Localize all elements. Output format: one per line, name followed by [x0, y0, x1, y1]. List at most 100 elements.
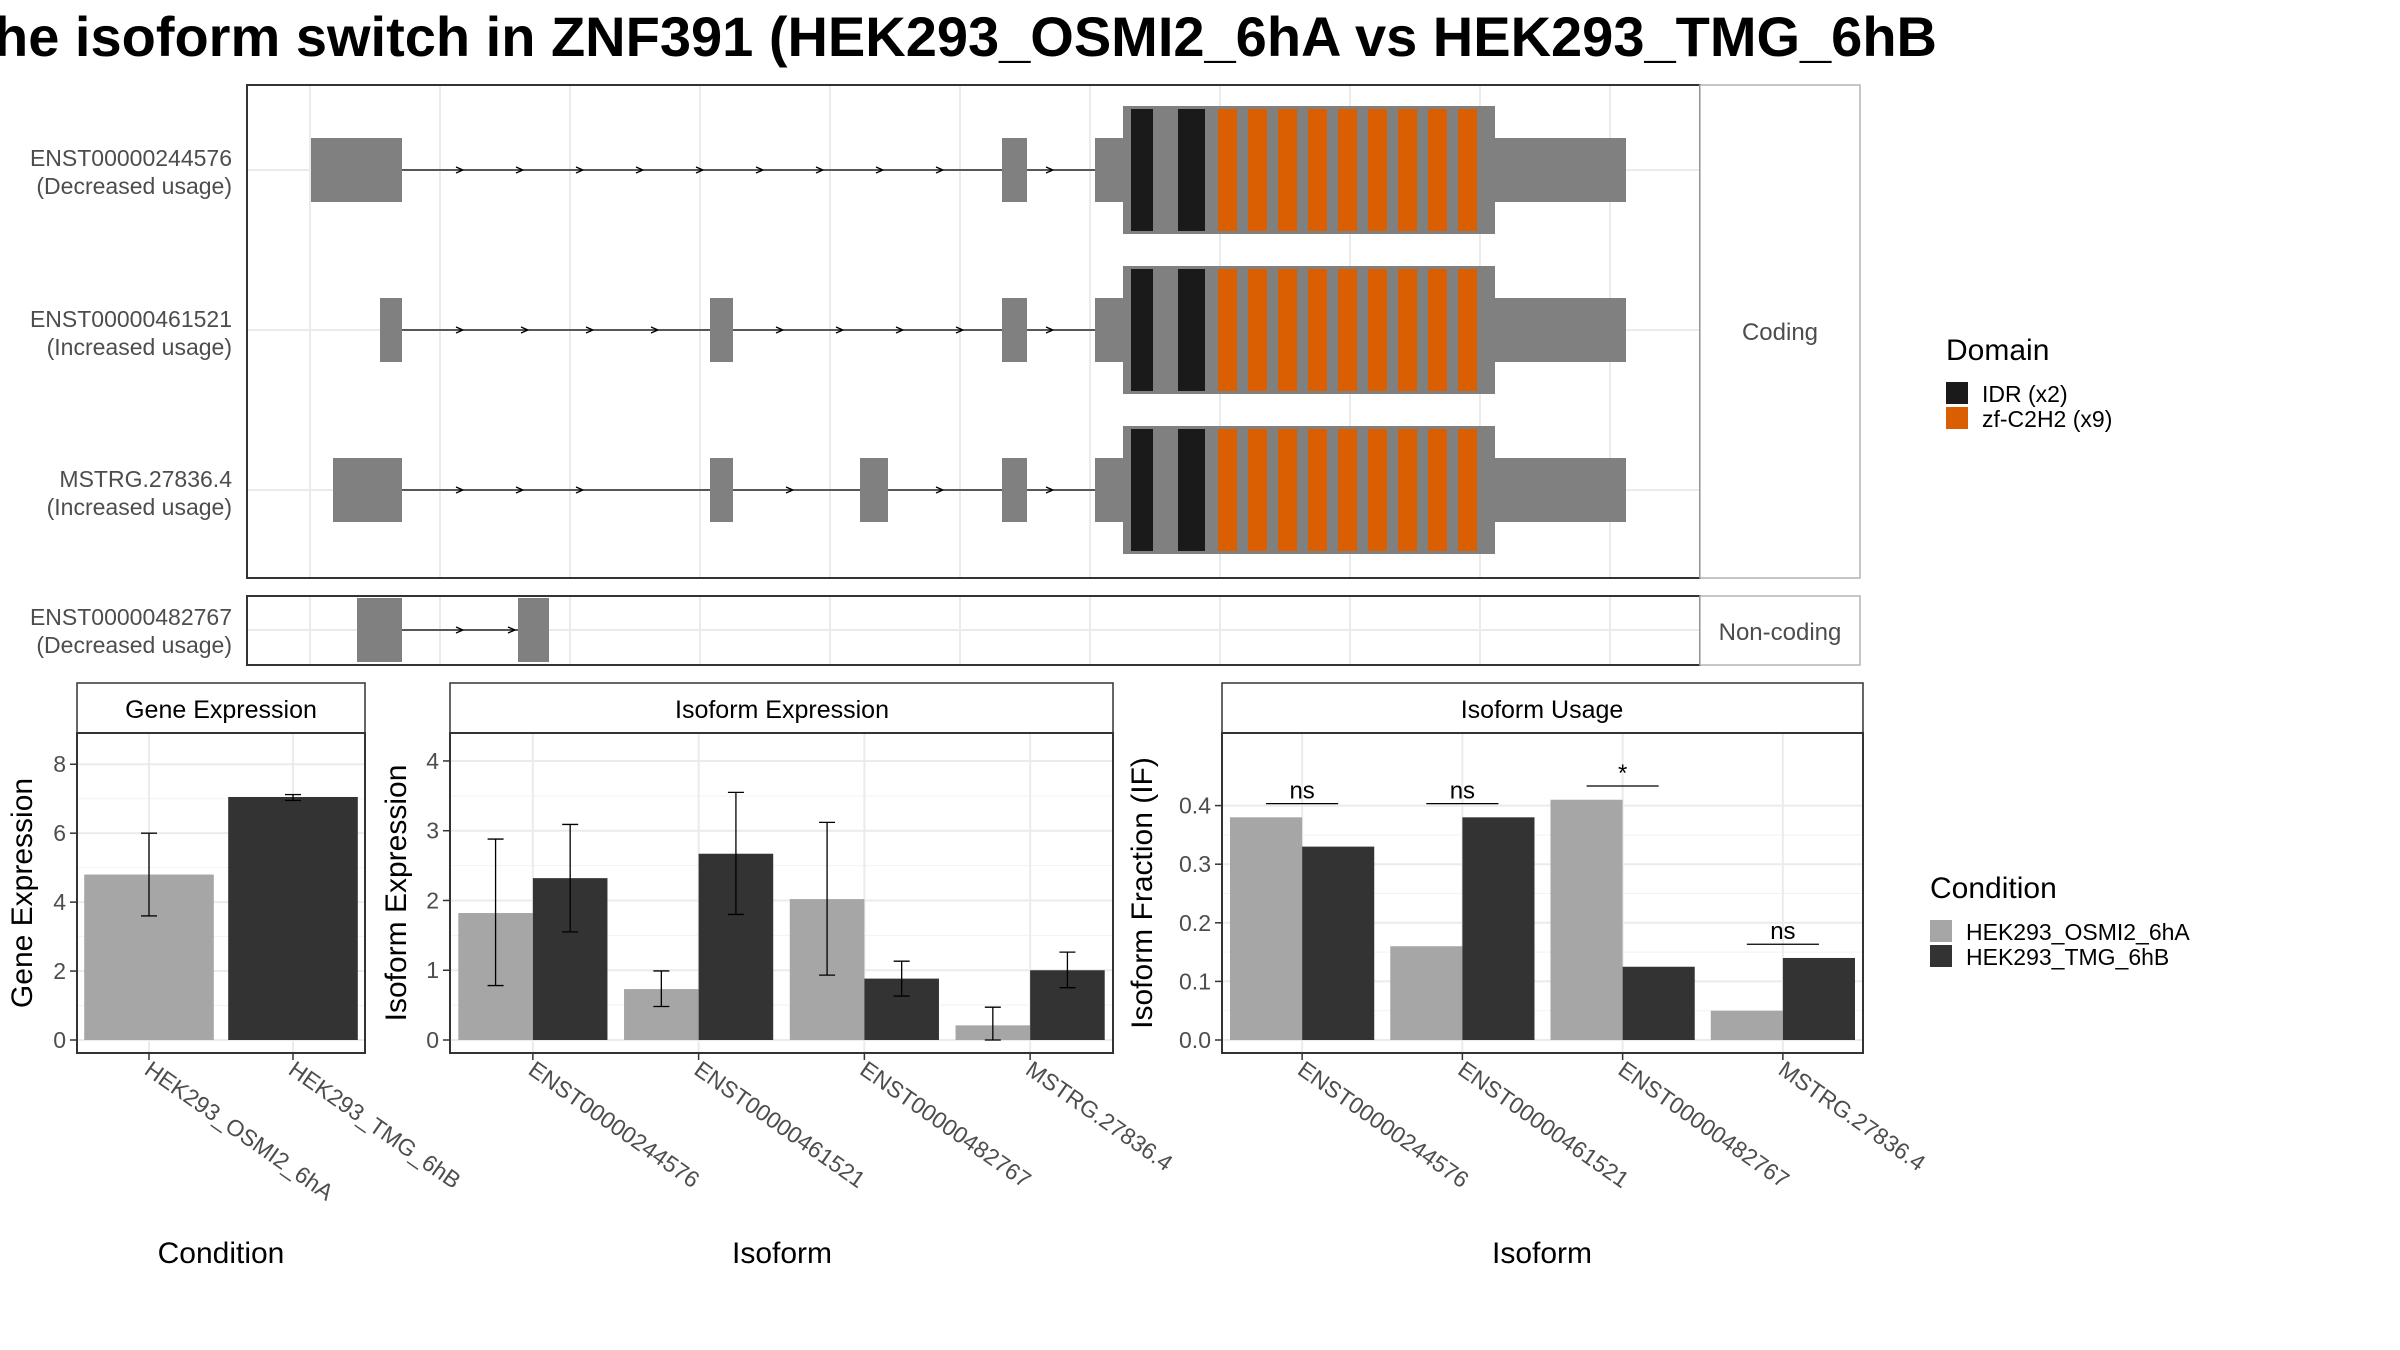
- x-tick-label: ENST00000244576: [524, 1056, 704, 1193]
- chart-title: Gene Expression: [125, 696, 317, 724]
- idr-domain: [1178, 269, 1205, 391]
- strand-arrow: [895, 326, 905, 334]
- bar: [1550, 799, 1623, 1040]
- bar: [1782, 957, 1855, 1040]
- isoform-label-1: ENST00000244576 (Decreased usage): [30, 145, 232, 199]
- isoform-label-3: MSTRG.27836.4 (Increased usage): [47, 466, 233, 520]
- significance-label: ns: [1770, 918, 1795, 945]
- x-ticks: ENST00000244576ENST00000461521ENST000004…: [524, 1053, 1178, 1193]
- zf-c2h2-domain: [1398, 429, 1417, 551]
- utr-exon: [1002, 458, 1027, 522]
- utr-exon: [860, 458, 888, 522]
- y-tick-label: 0: [426, 1027, 439, 1053]
- transcript-row-4: [357, 598, 549, 662]
- coding-strip: [1699, 84, 1861, 579]
- zf-c2h2-domain: [1458, 109, 1477, 231]
- idr-domain: [1131, 109, 1153, 231]
- zf-legend-label: zf-C2H2 (x9): [1982, 406, 2112, 432]
- strand-arrow: [455, 326, 465, 334]
- plot-border: [76, 732, 366, 1054]
- domain-legend: Domain IDR (x2) zf-C2H2 (x9): [1946, 334, 2112, 432]
- cond-b-legend-key: [1930, 945, 1952, 967]
- cond-b-legend-label: HEK293_TMG_6hB: [1966, 944, 2169, 970]
- y-tick-label: 8: [53, 751, 66, 777]
- bar: [228, 796, 358, 1040]
- utr-exon: [333, 458, 402, 522]
- zf-c2h2-domain: [1218, 429, 1237, 551]
- strand-arrow: [585, 326, 595, 334]
- x-axis-title: Condition: [158, 1237, 285, 1270]
- y-axis-title: Gene Expression: [6, 778, 39, 1008]
- isoform-id-label: ENST00000244576: [30, 145, 232, 171]
- condition-legend: Condition HEK293_OSMI2_6hA HEK293_TMG_6h…: [1930, 872, 2190, 970]
- strand-arrow: [520, 326, 530, 334]
- strand-arrow: [455, 486, 465, 494]
- zf-c2h2-domain: [1398, 269, 1417, 391]
- strand-arrow: [785, 486, 795, 494]
- strand-arrow: [515, 166, 525, 174]
- zf-c2h2-domain: [1338, 429, 1357, 551]
- zf-c2h2-domain: [1308, 109, 1327, 231]
- strand-arrow: [695, 166, 705, 174]
- zf-c2h2-domain: [1398, 109, 1417, 231]
- strand-arrow: [775, 326, 785, 334]
- x-axis-title: Isoform: [1492, 1237, 1592, 1270]
- strand-arrow: [575, 166, 585, 174]
- strand-arrow: [635, 166, 645, 174]
- zf-c2h2-domain: [1308, 429, 1327, 551]
- plot-border: [1221, 732, 1864, 1054]
- zf-c2h2-domain: [1278, 109, 1297, 231]
- transcript-row-2: [380, 266, 1626, 394]
- zf-c2h2-domain: [1458, 269, 1477, 391]
- zf-c2h2-domain: [1218, 269, 1237, 391]
- significance-label: ns: [1289, 778, 1314, 805]
- strand-arrow: [875, 166, 885, 174]
- strand-arrow: [515, 486, 525, 494]
- chart-strip: [449, 682, 1114, 734]
- utr-exon: [1493, 458, 1626, 522]
- idr-domain: [1178, 429, 1205, 551]
- transcript-models: [311, 106, 1626, 662]
- transcript-row-3: [333, 426, 1626, 554]
- isoform-usage-label: (Decreased usage): [36, 632, 232, 658]
- bars: [1230, 799, 1855, 1040]
- x-tick-label: ENST00000482767: [1614, 1056, 1794, 1193]
- chart-title: Isoform Expression: [675, 696, 889, 724]
- x-tick-label: ENST00000244576: [1293, 1056, 1473, 1193]
- bar: [1390, 946, 1463, 1040]
- strand-arrow: [1045, 166, 1055, 174]
- utr-exon: [1493, 138, 1626, 202]
- zf-c2h2-domain: [1368, 269, 1387, 391]
- zf-c2h2-domain: [1308, 269, 1327, 391]
- bar: [1230, 817, 1303, 1040]
- zf-c2h2-domain: [1458, 429, 1477, 551]
- bar: [1622, 966, 1695, 1040]
- zf-c2h2-domain: [1278, 429, 1297, 551]
- noncoding-exon: [357, 598, 402, 662]
- noncoding-strip-label: Non-coding: [1719, 619, 1842, 646]
- transcript-structure-panel: Coding Non-coding ENST00000244576 (Decre…: [30, 84, 1861, 666]
- domain-legend-title: Domain: [1946, 334, 2049, 367]
- zf-c2h2-domain: [1248, 429, 1267, 551]
- strand-arrow: [935, 486, 945, 494]
- zf-c2h2-domain: [1368, 109, 1387, 231]
- figure-title: he isoform switch in ZNF391 (HEK293_OSMI…: [0, 5, 1937, 68]
- strand-arrow: [1045, 486, 1055, 494]
- noncoding-exon: [518, 598, 549, 662]
- idr-domain: [1131, 429, 1153, 551]
- strand-arrow: [575, 486, 585, 494]
- utr-exon: [311, 138, 402, 202]
- bars: [84, 793, 358, 1040]
- x-tick-label: MSTRG.27836.4: [1021, 1056, 1177, 1176]
- idr-legend-label: IDR (x2): [1982, 381, 2068, 407]
- y-tick-label: 4: [53, 889, 66, 915]
- strand-arrow: [455, 166, 465, 174]
- y-axis-title: Isoform Expression: [380, 765, 413, 1022]
- y-tick-label: 4: [426, 748, 439, 774]
- y-tick-label: 6: [53, 820, 66, 846]
- isoform-usage-chart: Isoform Usage ns ns * ns 0.0 0.1 0.2 0.3 0.4 EN…: [1126, 682, 1930, 1270]
- transcript-row-1: [311, 106, 1626, 234]
- isoform-expression-chart: Isoform Expression 0 1 2 3 4 ENST00000244576…: [380, 682, 1178, 1270]
- strand-arrow: [955, 326, 965, 334]
